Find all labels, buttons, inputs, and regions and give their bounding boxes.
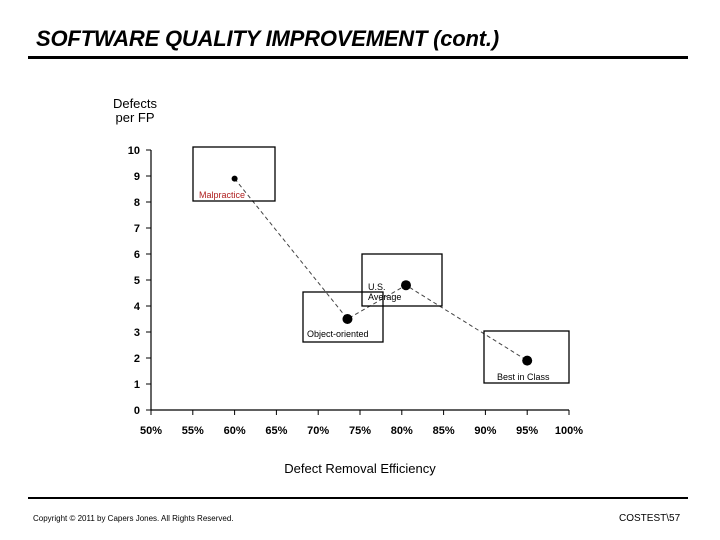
x-tick-label: 100% (555, 425, 583, 437)
y-tick-label: 10 (128, 145, 140, 157)
data-point-object-oriented (342, 314, 353, 324)
x-tick-label: 60% (224, 425, 246, 437)
x-tick-label: 65% (265, 425, 287, 437)
data-point-us-average (400, 280, 411, 291)
y-tick-label: 5 (134, 275, 140, 287)
y-axis-label: Defects per FP (112, 96, 158, 125)
data-point-label-best-in-class: Best in Class (497, 372, 550, 382)
y-tick-label: 9 (134, 171, 140, 183)
copyright-text: Copyright © 2011 by Capers Jones. All Ri… (33, 514, 234, 523)
slide-code: COSTEST\57 (619, 513, 681, 524)
y-tick-label: 7 (134, 223, 140, 235)
y-tick-label: 1 (134, 379, 140, 391)
annotation-box-us-average (361, 253, 443, 307)
annotation-box-malpractice (192, 146, 276, 202)
x-axis-label: Defect Removal Efficiency (284, 461, 436, 476)
annotation-box-object-oriented (302, 291, 384, 343)
x-tick-label: 55% (182, 425, 204, 437)
annotation-box-best-in-class (483, 330, 570, 384)
data-point-label-us-average: U.S. (368, 282, 386, 292)
data-point-label-us-average: Average (368, 292, 401, 302)
x-tick-label: 95% (516, 425, 538, 437)
y-tick-label: 2 (134, 353, 140, 365)
title-divider (28, 56, 688, 59)
y-tick-label: 0 (134, 405, 140, 417)
data-point-label-malpractice: Malpractice (199, 190, 245, 200)
y-tick-label: 4 (134, 301, 141, 313)
x-tick-label: 85% (433, 425, 455, 437)
data-point-label-object-oriented: Object-oriented (307, 329, 369, 339)
x-tick-label: 75% (349, 425, 371, 437)
y-tick-label: 6 (134, 249, 140, 261)
y-tick-label: 8 (134, 197, 140, 209)
x-tick-label: 80% (391, 425, 413, 437)
x-tick-label: 70% (307, 425, 329, 437)
x-tick-label: 90% (474, 425, 496, 437)
data-point-malpractice (231, 175, 238, 182)
y-tick-label: 3 (134, 327, 140, 339)
footer-divider (28, 497, 688, 499)
trend-line (234, 178, 528, 362)
slide-title: SOFTWARE QUALITY IMPROVEMENT (cont.) (36, 26, 499, 51)
x-tick-label: 50% (140, 425, 162, 437)
data-point-best-in-class (522, 355, 533, 366)
